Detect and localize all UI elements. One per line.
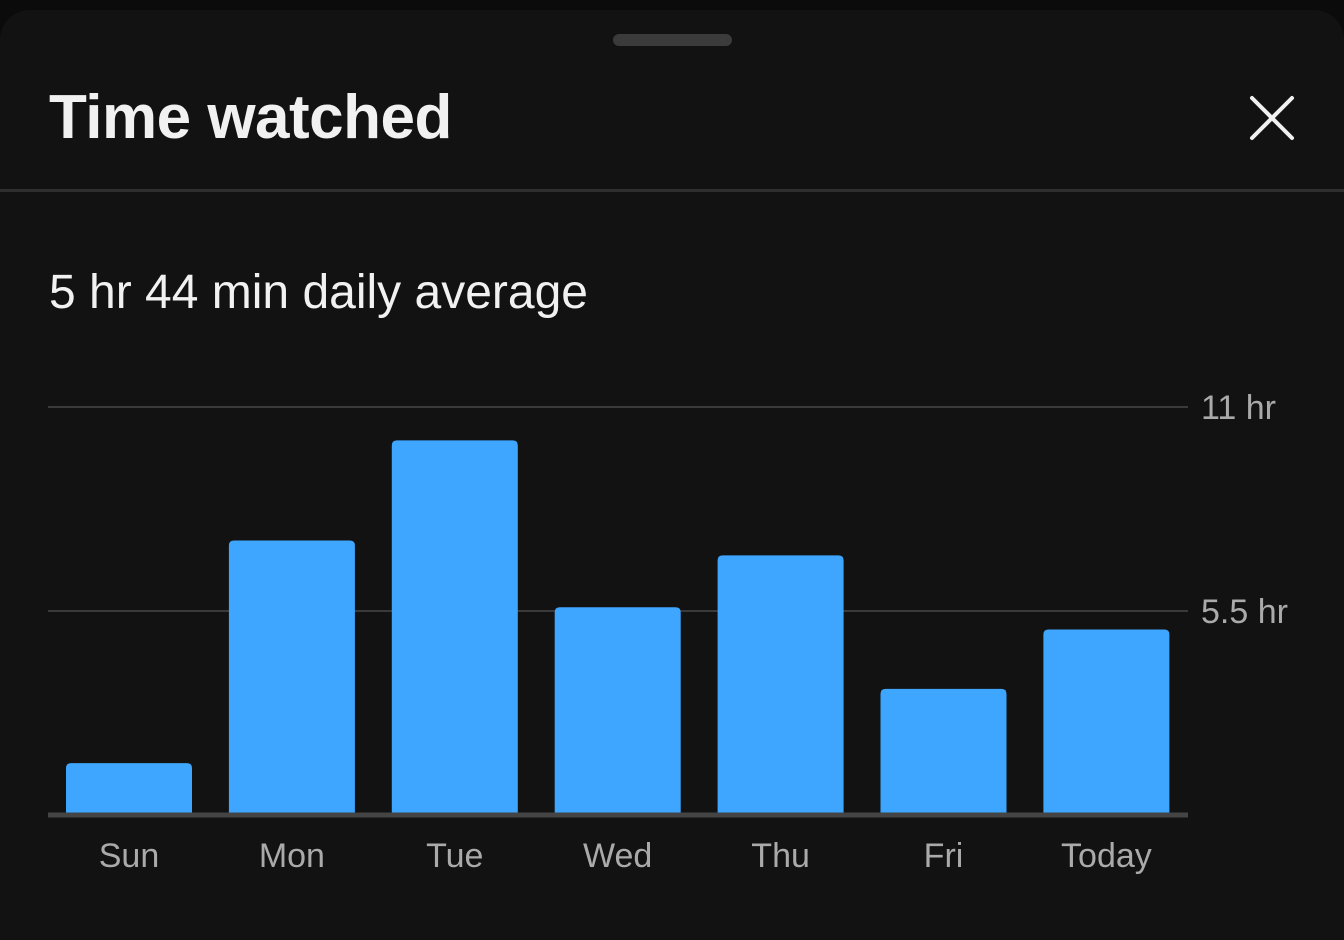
bar-today[interactable] — [1043, 629, 1170, 815]
x-tick-label: Sun — [99, 837, 160, 875]
close-button[interactable] — [1240, 86, 1304, 150]
bar-mon[interactable] — [228, 540, 355, 815]
x-tick-label: Tue — [426, 837, 483, 875]
x-tick-label: Fri — [924, 837, 964, 875]
y-tick-label: 5.5 hr — [1201, 593, 1288, 631]
bar-thu[interactable] — [717, 555, 844, 815]
x-tick-label: Thu — [751, 837, 810, 875]
time-watched-chart: 5.5 hr 11 hr Sun Mon Tue Wed Thu Fri Today — [48, 389, 1288, 875]
close-icon — [1250, 96, 1294, 140]
daily-average-text: 5 hr 44 min daily average — [49, 266, 588, 319]
sheet-title: Time watched — [49, 83, 452, 152]
bar-wed[interactable] — [554, 607, 681, 815]
x-tick-label: Today — [1061, 837, 1152, 875]
bar-tue[interactable] — [391, 440, 518, 815]
bar-fri[interactable] — [880, 688, 1007, 815]
bar-sun[interactable] — [66, 763, 192, 815]
time-watched-sheet: Time watched 5 hr 44 min daily average 5… — [0, 10, 1344, 940]
header-divider — [0, 189, 1344, 192]
x-tick-label: Mon — [259, 837, 325, 875]
y-tick-label: 11 hr — [1201, 389, 1276, 427]
drag-handle[interactable] — [613, 34, 732, 46]
x-tick-label: Wed — [583, 837, 652, 875]
